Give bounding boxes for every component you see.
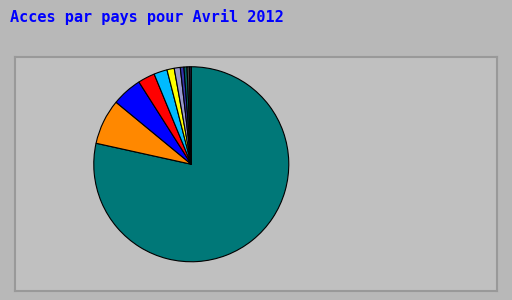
Wedge shape [189,67,191,164]
Wedge shape [167,68,191,164]
Wedge shape [174,68,191,164]
Wedge shape [184,67,191,164]
Wedge shape [154,70,191,164]
Text: Acces par pays pour Avril 2012: Acces par pays pour Avril 2012 [10,9,284,25]
Wedge shape [139,74,191,164]
Wedge shape [187,67,191,164]
Wedge shape [180,67,191,164]
Wedge shape [96,102,191,164]
Wedge shape [116,82,191,164]
Wedge shape [94,67,289,262]
